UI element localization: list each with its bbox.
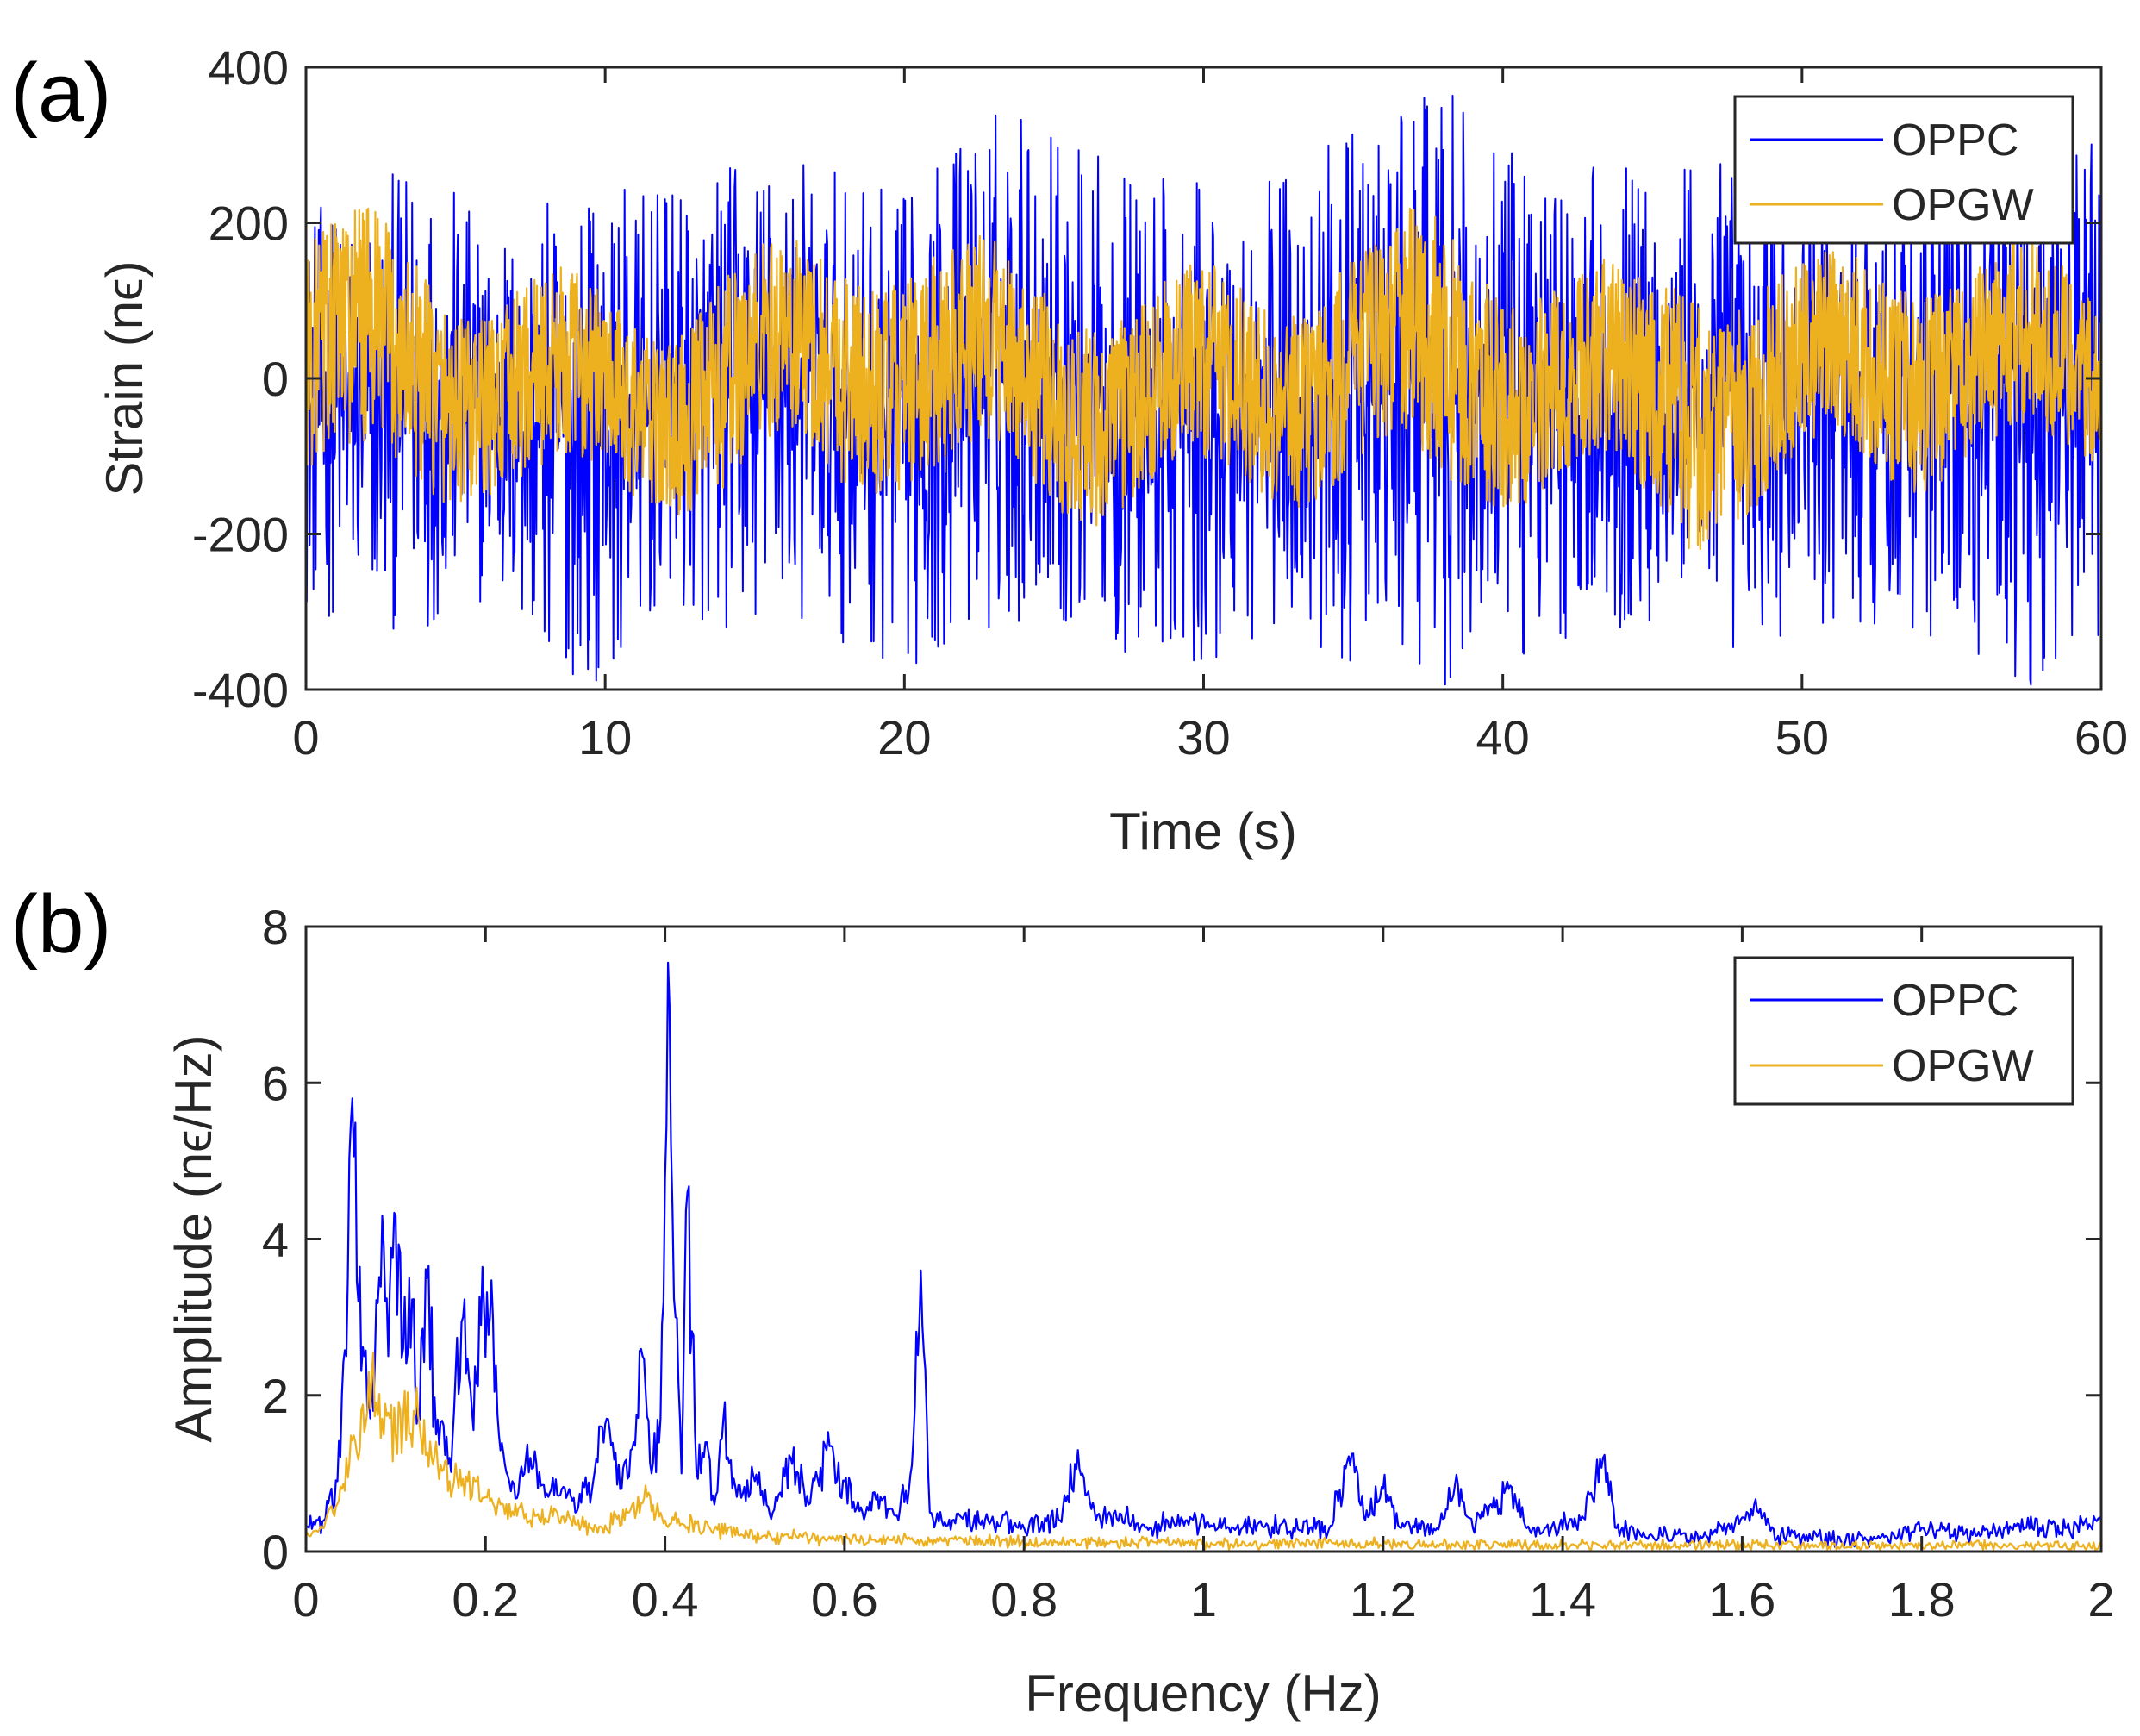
y-tick-label: -200 — [192, 508, 289, 562]
x-tick-label: 0.8 — [990, 1572, 1058, 1627]
x-tick-label: 1.2 — [1350, 1572, 1417, 1627]
panel-a-label: (a) — [10, 47, 111, 139]
x-tick-label: 0 — [292, 710, 319, 765]
x-tick-label: 60 — [2074, 710, 2128, 765]
y-tick-label: 400 — [209, 41, 289, 95]
x-tick-label: 0.6 — [811, 1572, 878, 1627]
x-tick-label: 1.8 — [1888, 1572, 1956, 1627]
x-tick-label: 10 — [578, 710, 632, 765]
y-tick-label: 200 — [209, 197, 289, 251]
x-tick-label: 1.6 — [1708, 1572, 1775, 1627]
x-axis-label-b: Frequency (Hz) — [1025, 1664, 1381, 1722]
series-line-opgw-a — [304, 207, 2103, 551]
panel-b-amplitude-frequency: (b) 0 0.2 0.4 0.6 0.8 1 1.2 1.4 1.6 1.8 2 0 2 4 6 8 Fre… — [10, 878, 2115, 1722]
y-tick-label: 0 — [262, 1525, 289, 1579]
x-tick-label: 0.2 — [452, 1572, 519, 1627]
y-axis-label-b: Amplitude (nϵ/Hz) — [165, 1034, 222, 1442]
legend-b-box — [1733, 956, 2074, 1106]
x-axis-label-a: Time (s) — [1109, 802, 1297, 860]
x-tick-label: 0.4 — [632, 1572, 699, 1627]
y-tick-label: 2 — [262, 1369, 289, 1423]
y-tick-label: -400 — [192, 663, 289, 717]
x-tick-label: 50 — [1775, 710, 1829, 765]
plot-a-series — [304, 95, 2103, 686]
legend-a-opgw-label: OPGW — [1892, 180, 2034, 230]
y-axis-label-a: Strain (nϵ) — [96, 260, 153, 496]
x-tick-label: 2 — [2087, 1572, 2114, 1627]
x-tick-label: 1.4 — [1529, 1572, 1596, 1627]
x-tick-label: 1 — [1190, 1572, 1217, 1627]
y-tick-label: 8 — [262, 900, 289, 954]
legend-a: OPPC OPGW — [1733, 95, 2074, 245]
x-tick-label: 30 — [1176, 710, 1230, 765]
y-tick-label: 0 — [262, 352, 289, 406]
legend-a-box — [1733, 95, 2074, 245]
plot-b-ticks: 0 0.2 0.4 0.6 0.8 1 1.2 1.4 1.6 1.8 2 0 2 4 6 8 — [262, 900, 2115, 1627]
panel-b-label: (b) — [10, 878, 111, 971]
panel-a-strain-time: (a) 0 10 20 30 40 50 60 -400 -200 0 200 400 Time (s… — [10, 41, 2128, 860]
x-tick-label: 20 — [877, 710, 931, 765]
y-tick-label: 6 — [262, 1056, 289, 1110]
series-line-oppc-b — [305, 961, 2102, 1549]
x-tick-label: 40 — [1476, 710, 1530, 765]
legend-b-opgw-label: OPGW — [1892, 1041, 2034, 1091]
legend-b-oppc-label: OPPC — [1892, 976, 2018, 1026]
y-tick-label: 4 — [262, 1213, 289, 1267]
legend-b: OPPC OPGW — [1733, 956, 2074, 1106]
x-tick-label: 0 — [292, 1572, 319, 1627]
legend-a-oppc-label: OPPC — [1892, 116, 2018, 165]
plot-a-ticks: 0 10 20 30 40 50 60 -400 -200 0 200 400 — [192, 41, 2128, 765]
